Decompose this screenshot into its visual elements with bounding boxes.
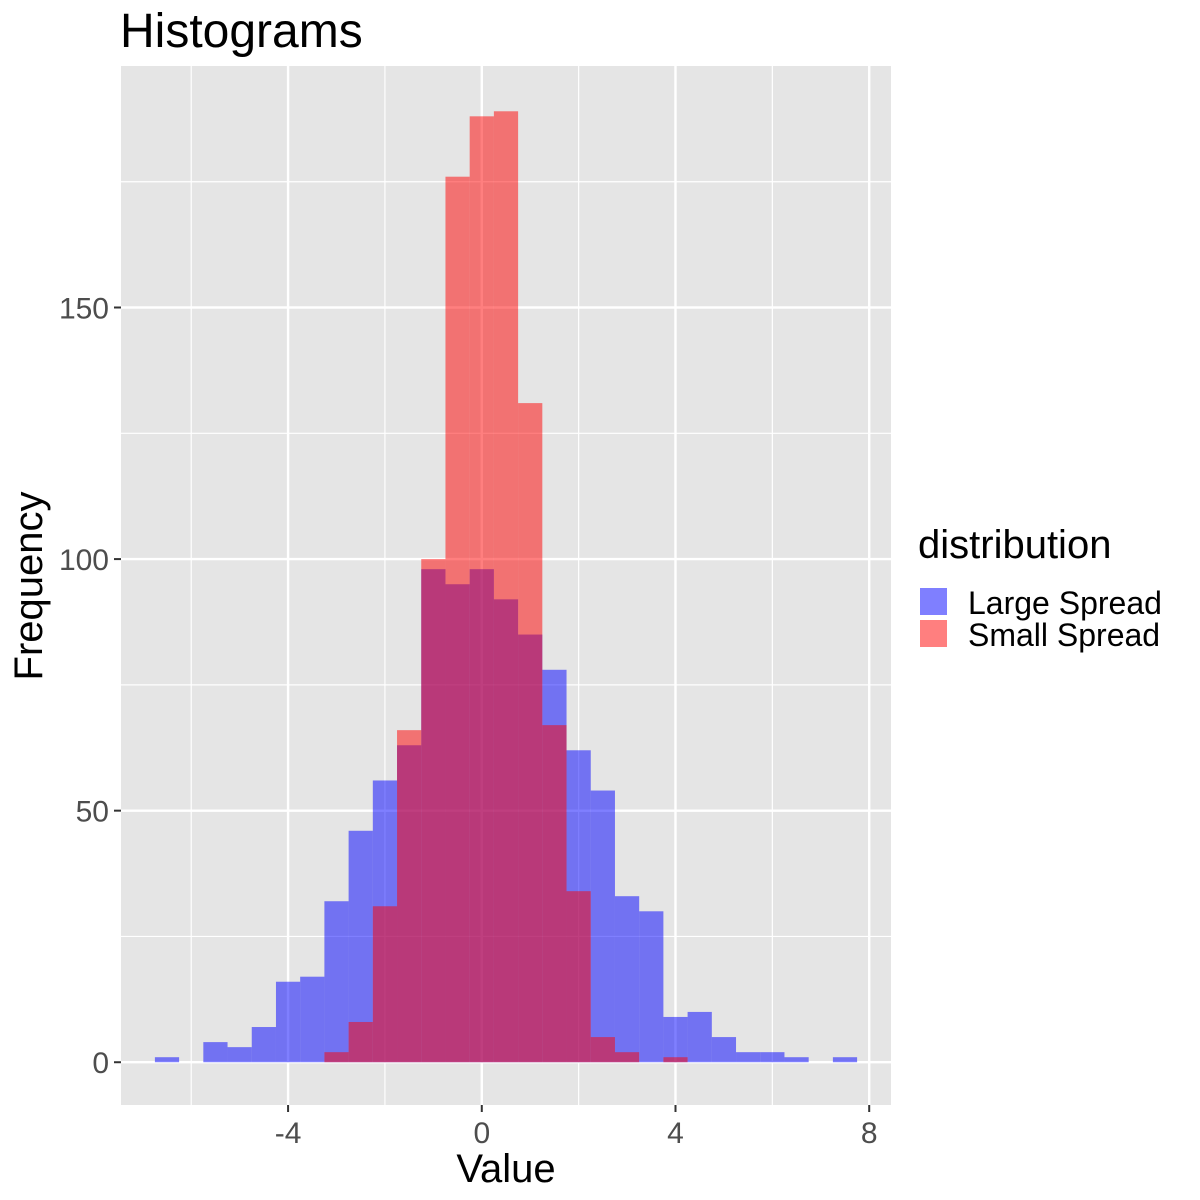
bar-large-spread	[300, 976, 325, 1063]
bar-large-spread	[639, 911, 664, 1063]
bar-small-spread	[445, 176, 470, 1063]
bar-large-spread	[227, 1047, 252, 1063]
legend-label-large-spread: Large Spread	[968, 585, 1162, 621]
legend: distribution Large Spread Small Spread	[918, 523, 1162, 653]
y-tick-label: 0	[92, 1047, 109, 1080]
legend-key-large-spread	[920, 588, 947, 615]
bar-small-spread	[566, 891, 591, 1063]
y-axis: 0 50 100 150	[59, 293, 121, 1080]
histogram-bars	[154, 111, 858, 1063]
bar-small-spread	[614, 1052, 640, 1063]
bar-small-spread	[542, 725, 567, 1063]
bar-small-spread	[421, 559, 446, 1063]
chart-title: Histograms	[120, 5, 363, 58]
x-tick-label: 8	[861, 1117, 878, 1150]
bar-small-spread	[348, 1021, 373, 1063]
y-tick-label: 150	[59, 293, 109, 326]
bar-small-spread	[663, 1057, 688, 1063]
legend-title: distribution	[918, 523, 1111, 567]
bar-large-spread	[614, 896, 640, 1063]
bar-large-spread	[760, 1052, 785, 1063]
x-axis-title: Value	[456, 1147, 555, 1191]
x-axis: -4 0 4 8	[275, 1105, 878, 1150]
bar-large-spread	[832, 1057, 858, 1063]
bar-large-spread	[251, 1027, 276, 1063]
bar-small-spread	[324, 1052, 349, 1063]
bar-small-spread	[469, 116, 494, 1063]
bar-large-spread	[784, 1057, 809, 1063]
bar-small-spread	[397, 730, 422, 1063]
bar-large-spread	[711, 1037, 737, 1063]
bar-small-spread	[518, 403, 543, 1063]
y-axis-title: Frequency	[7, 492, 51, 681]
legend-key-small-spread	[920, 620, 947, 647]
x-tick-label: -4	[275, 1117, 302, 1150]
bar-small-spread	[493, 111, 519, 1063]
bar-large-spread	[154, 1057, 180, 1063]
bar-large-spread	[736, 1052, 761, 1063]
y-tick-label: 100	[59, 544, 109, 577]
bar-large-spread	[663, 1016, 688, 1063]
x-tick-label: 0	[473, 1117, 490, 1150]
bar-small-spread	[372, 906, 398, 1063]
bar-large-spread	[203, 1042, 228, 1063]
bar-large-spread	[687, 1011, 712, 1063]
legend-label-small-spread: Small Spread	[968, 617, 1160, 653]
bar-large-spread	[275, 981, 301, 1063]
x-tick-label: 4	[667, 1117, 684, 1150]
bar-large-spread	[324, 901, 349, 1063]
bar-large-spread	[590, 790, 615, 1063]
bar-small-spread	[590, 1037, 615, 1063]
y-tick-label: 50	[76, 796, 109, 829]
